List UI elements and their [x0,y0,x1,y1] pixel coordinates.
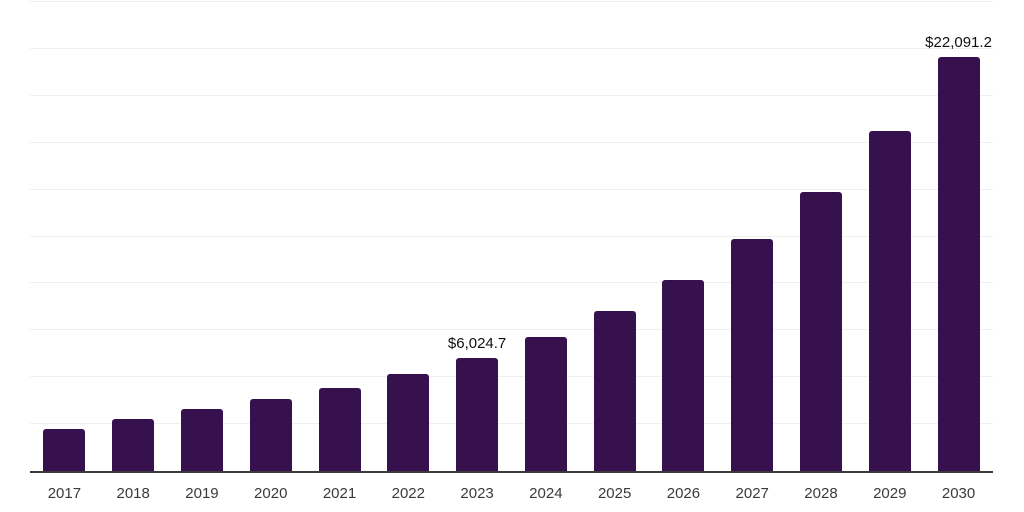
x-axis: 2017 2018 2019 2020 2021 2022 2023 2024 2025 2026… [30,485,993,502]
x-axis-label: 2029 [873,485,907,502]
gridline [30,282,993,284]
plot-area: $6,024.7 $22,091.2 [30,1,993,473]
x-axis-label: 2019 [185,485,219,502]
bar-column [168,2,237,471]
bar-column: $22,091.2 [924,2,993,471]
x-axis-label: 2025 [597,485,632,502]
bar-2017 [43,428,86,471]
bar-2024 [524,337,567,471]
bar-2028 [799,191,842,471]
bar-2030 [937,56,980,471]
bar-2027 [731,239,774,471]
bars-container: $6,024.7 $22,091.2 [30,2,993,471]
bar-2018 [112,418,155,471]
x-axis-label: 2020 [254,485,288,502]
x-axis-label: 2024 [529,485,563,502]
gridline [30,235,993,237]
bar-column [30,2,99,471]
bar-2029 [868,131,911,471]
bar-2019 [180,409,223,471]
bar-value-label: $22,091.2 [925,33,992,51]
x-axis-label: 2030 [941,485,976,502]
bar-2025 [593,310,636,471]
gridline [30,1,993,2]
gridline [30,376,993,378]
bar-2020 [249,398,292,471]
x-axis-label: 2026 [666,485,701,502]
bar-chart: $6,024.7 $22,091.2 2017 2018 2019 2020 2021 20… [30,1,993,502]
x-axis-label: 2021 [322,485,357,502]
bar-column [718,2,787,471]
gridlines [30,1,993,471]
gridline [30,141,993,143]
x-axis-label: 2017 [47,485,82,502]
bar-value-label: $6,024.7 [447,334,507,352]
bar-column [580,2,649,471]
bar-column [855,2,924,471]
bar-2021 [318,388,361,471]
bar-column [305,2,374,471]
gridline [30,329,993,331]
x-axis-label: 2022 [391,485,425,502]
bar-column [374,2,443,471]
bar-2026 [662,279,705,471]
bar-2023 [456,357,499,471]
gridline [30,94,993,96]
bar-2022 [387,374,430,471]
gridline [30,188,993,190]
bar-column [649,2,718,471]
x-axis-label: 2018 [116,485,150,502]
gridline [30,423,993,425]
bar-column [511,2,580,471]
gridline [30,47,993,49]
bar-column [787,2,856,471]
x-axis-label: 2027 [735,485,769,502]
bar-column [236,2,305,471]
x-axis-label: 2023 [460,485,494,502]
bar-column [99,2,168,471]
x-axis-label: 2028 [804,485,838,502]
bar-column: $6,024.7 [443,2,512,471]
